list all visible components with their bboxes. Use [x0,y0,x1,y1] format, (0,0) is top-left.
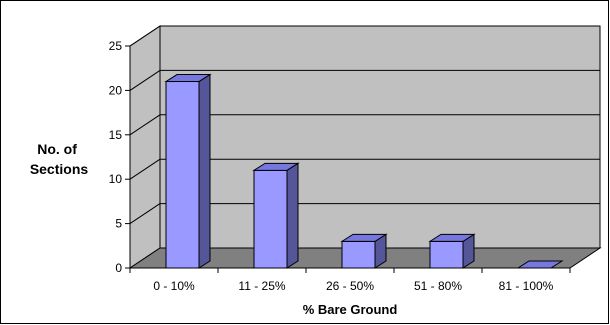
gridlines [129,25,600,225]
y-tick-label: 25 [109,39,123,53]
bar-top [428,233,476,242]
bar-top [164,74,212,83]
x-axis-label: % Bare Ground [303,302,398,317]
gridline-side [129,203,161,225]
gridline-side [129,158,161,180]
bar [516,260,564,269]
bar-front [165,81,200,269]
y-tick-label: 0 [115,261,122,275]
y-axis: 0 5 10 15 20 25 [109,39,131,275]
bars [164,73,564,269]
chart-side-wall [129,25,161,269]
x-tick-label: 11 - 25% [238,279,285,293]
y-tick-label: 15 [109,128,123,142]
y-tick-label: 5 [115,217,122,231]
y-axis-label: No. of Sections [30,141,89,177]
x-tick-label: 26 - 50% [326,279,374,293]
bar-side [286,162,299,269]
bar-front [429,240,464,269]
x-tick-label: 0 - 10% [153,279,195,293]
gridline-side [129,69,161,91]
chart-back-wall [159,25,601,249]
y-tick-label: 10 [109,172,123,186]
gridline-side [129,114,161,136]
x-tick-label: 51 - 80% [414,279,462,293]
bar [252,162,300,269]
y-tick-label: 20 [109,83,123,97]
bar-top [340,233,388,242]
x-axis-tick-labels: 0 - 10% 11 - 25% 26 - 50% 51 - 80% 81 - 100% [129,268,571,293]
bar-side [198,73,211,269]
bar-top [516,260,564,269]
bar [164,73,212,269]
bar-top [252,162,300,171]
x-tick-label: 81 - 100% [499,279,554,293]
gridline-side [129,25,161,47]
bar-front [341,240,376,269]
bar [428,233,476,269]
bar-front [253,169,288,269]
bar [340,233,388,269]
